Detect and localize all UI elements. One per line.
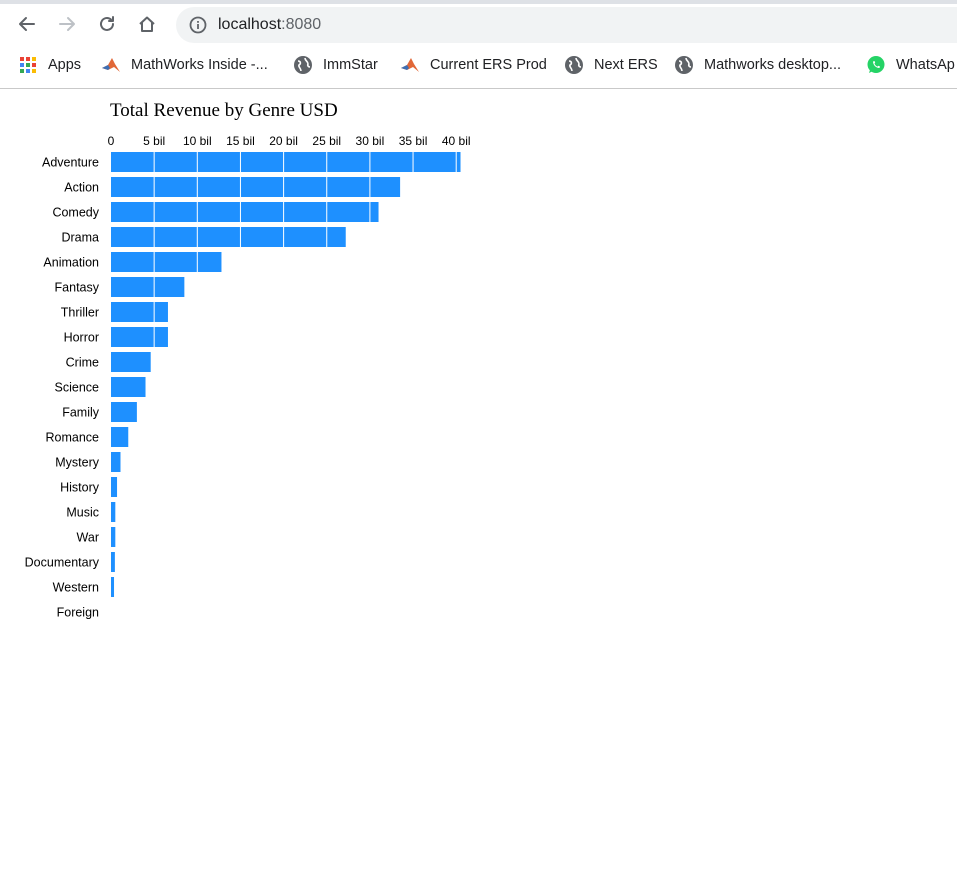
bookmark-label: WhatsAp <box>896 57 955 73</box>
bar-romance <box>111 427 129 447</box>
category-label: Action <box>64 181 99 195</box>
category-label: Adventure <box>42 156 99 170</box>
x-tick-label: 25 bil <box>312 134 341 148</box>
bar-thriller <box>111 302 168 322</box>
bookmark-mathworks-inside[interactable]: MathWorks Inside -... <box>101 53 268 77</box>
category-label: Documentary <box>25 556 100 570</box>
bookmark-immstar[interactable]: ImmStar <box>293 53 378 77</box>
bar-history <box>111 477 118 497</box>
bar-science <box>111 377 146 397</box>
bookmark-label: Apps <box>48 57 82 73</box>
bookmark-apps[interactable]: Apps <box>18 53 81 77</box>
tab-strip <box>0 0 957 4</box>
globe-icon <box>564 55 584 75</box>
bar-horror <box>111 327 168 347</box>
whatsapp-icon <box>866 55 886 75</box>
bar-drama <box>111 227 346 247</box>
category-label: Thriller <box>61 306 99 320</box>
category-label: Mystery <box>55 456 100 470</box>
category-label: War <box>77 531 99 545</box>
browser-toolbar: localhost:8080 <box>0 4 957 44</box>
arrow-left-icon <box>19 17 35 31</box>
bookmarks-bar: Apps MathWorks Inside -... ImmStar <box>0 48 957 84</box>
category-label: Fantasy <box>55 281 100 295</box>
globe-icon <box>674 55 694 75</box>
bar-animation <box>111 252 222 272</box>
bar-crime <box>111 352 151 372</box>
category-label: Foreign <box>57 606 99 620</box>
bar-music <box>111 502 116 522</box>
bar-mystery <box>111 452 121 472</box>
category-label: Horror <box>64 331 99 345</box>
home-icon <box>139 16 155 32</box>
chart-title: Total Revenue by Genre USD <box>110 100 338 121</box>
bookmark-label: Next ERS <box>594 57 658 73</box>
category-label: History <box>60 481 100 495</box>
category-label: Romance <box>46 431 100 445</box>
category-label: Science <box>55 381 100 395</box>
revenue-bar-chart: Total Revenue by Genre USD 0 5 bil 10 bil 1… <box>25 100 471 622</box>
category-label: Family <box>62 406 100 420</box>
x-tick-label: 35 bil <box>399 134 428 148</box>
category-label: Western <box>53 581 99 595</box>
x-tick-label: 40 bil <box>442 134 471 148</box>
x-tick-label: 10 bil <box>183 134 212 148</box>
bar-action <box>111 177 401 197</box>
browser-chrome: localhost:8080 Apps MathWorks Inside -..… <box>0 0 957 89</box>
category-label: Drama <box>61 231 99 245</box>
apps-grid-icon <box>18 55 38 75</box>
bookmark-label: MathWorks Inside -... <box>131 57 268 73</box>
x-tick-label: 20 bil <box>269 134 298 148</box>
bookmark-next-ers[interactable]: Next ERS <box>564 53 658 77</box>
home-button[interactable] <box>132 9 162 39</box>
page-viewport: Total Revenue by Genre USD 0 5 bil 10 bil 1… <box>0 89 957 870</box>
bar-comedy <box>111 202 379 222</box>
x-tick-label: 30 bil <box>356 134 385 148</box>
x-axis-ticks: 0 5 bil 10 bil 15 bil 20 bil 25 bil 30 bil 35 b… <box>108 134 471 148</box>
bar-documentary <box>111 552 115 572</box>
bookmark-label: Mathworks desktop... <box>704 57 841 73</box>
url-port: :8080 <box>281 16 322 33</box>
bar-family <box>111 402 137 422</box>
address-bar[interactable]: localhost:8080 <box>176 7 957 43</box>
bookmark-label: Current ERS Prod <box>430 57 547 73</box>
category-label: Crime <box>66 356 99 370</box>
bar-adventure <box>111 152 461 172</box>
forward-button[interactable] <box>52 9 82 39</box>
bookmark-mathworks-desktop[interactable]: Mathworks desktop... <box>674 53 841 77</box>
reload-icon <box>100 16 114 31</box>
x-tick-label: 5 bil <box>143 134 165 148</box>
category-label: Music <box>66 506 99 520</box>
matlab-icon <box>101 55 121 75</box>
category-label: Comedy <box>52 206 99 220</box>
bookmark-whatsapp[interactable]: WhatsAp <box>866 53 955 77</box>
bar-fantasy <box>111 277 185 297</box>
bar-western <box>111 577 115 597</box>
gridlines <box>153 152 457 622</box>
x-tick-label: 0 <box>108 134 115 148</box>
back-button[interactable] <box>12 9 42 39</box>
bookmark-current-ers-prod[interactable]: Current ERS Prod <box>400 53 547 77</box>
category-label: Animation <box>43 256 99 270</box>
arrow-right-icon <box>59 17 75 31</box>
bar-war <box>111 527 116 547</box>
bars <box>111 152 461 597</box>
globe-icon <box>293 55 313 75</box>
info-icon[interactable] <box>188 15 208 35</box>
bookmark-label: ImmStar <box>323 57 378 73</box>
x-tick-label: 15 bil <box>226 134 255 148</box>
matlab-icon <box>400 55 420 75</box>
category-labels: Adventure Action Comedy Drama Animation Fanta… <box>25 156 100 620</box>
url-host: localhost <box>218 16 282 33</box>
reload-button[interactable] <box>92 9 122 39</box>
url-text[interactable]: localhost:8080 <box>218 15 321 35</box>
